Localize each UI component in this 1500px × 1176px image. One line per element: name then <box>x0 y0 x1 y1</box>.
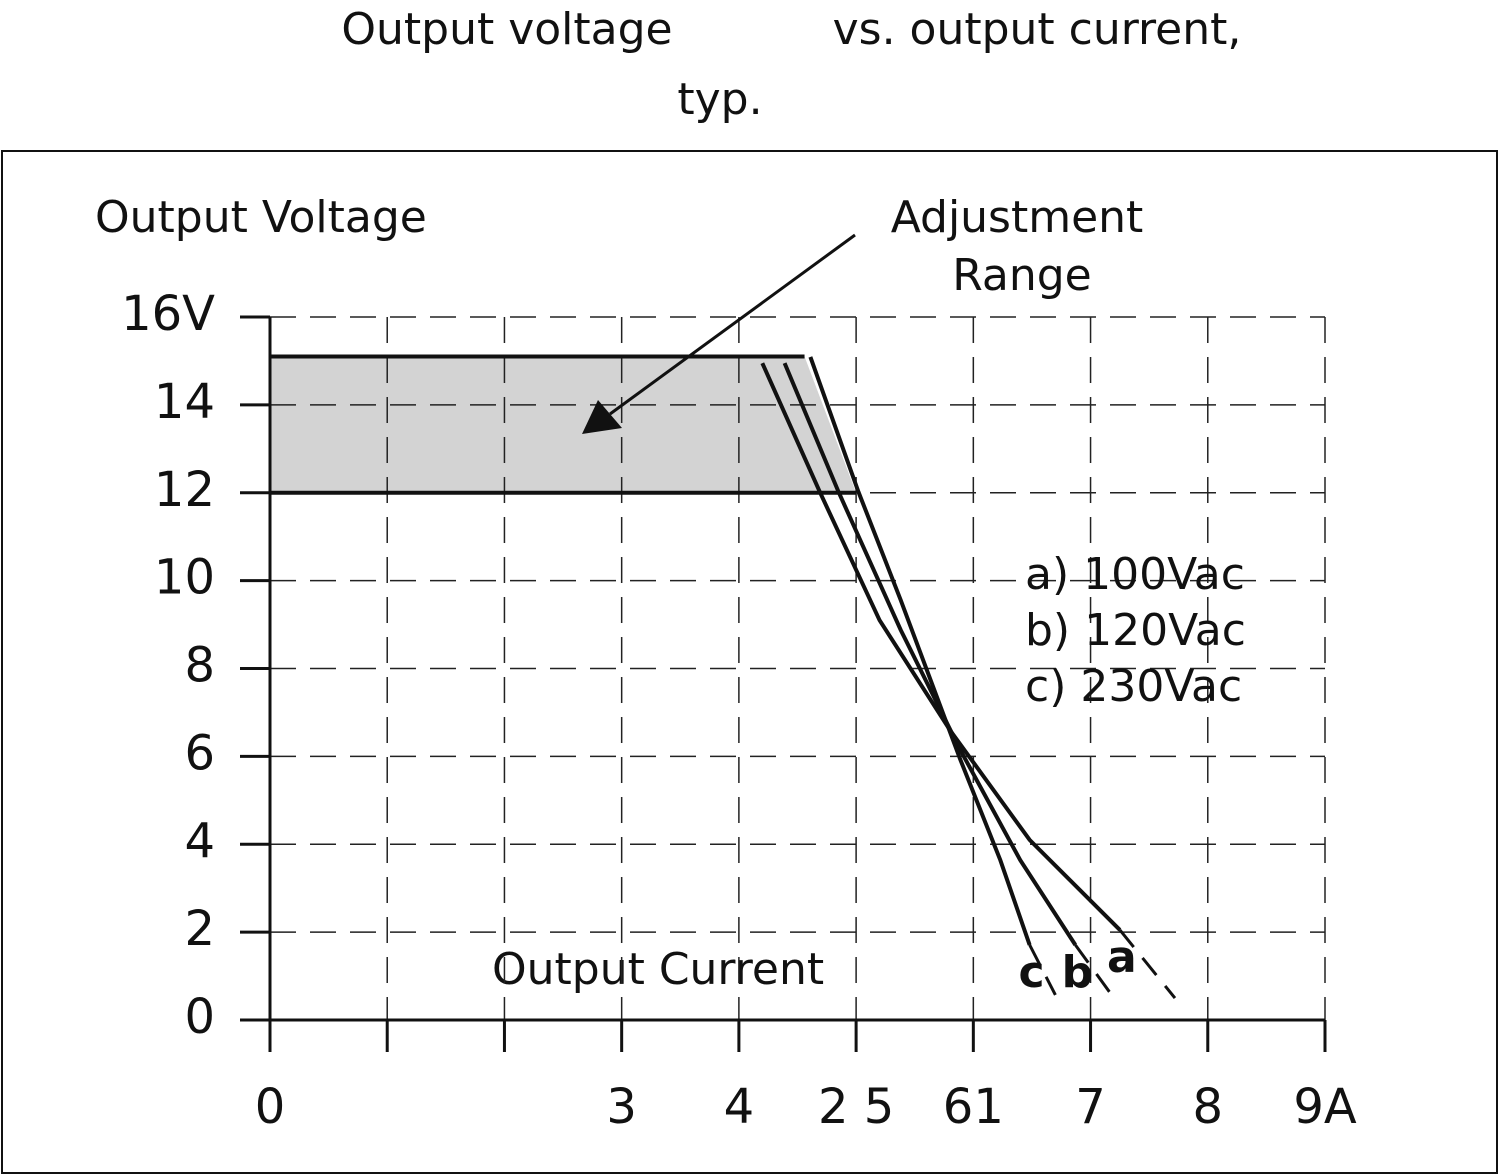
curve <box>782 362 1077 946</box>
x-tick-label: 4 <box>724 1079 755 1135</box>
annotation: Adjustment <box>891 192 1144 243</box>
y-axis-label: Output Voltage <box>95 192 427 243</box>
curve-tail <box>1028 944 1057 996</box>
curve <box>760 362 1122 932</box>
chart-title: typ. <box>677 74 762 125</box>
x-tick-label: 2 5 <box>818 1079 894 1135</box>
x-tick-label: 7 <box>1075 1079 1106 1135</box>
x-tick-label: 3 <box>606 1079 637 1135</box>
curve-label: b <box>1062 947 1094 998</box>
x-tick-label: 61 <box>943 1079 1004 1135</box>
legend-entry: a) 100Vac <box>1025 549 1245 600</box>
chart-title: vs. output current, <box>833 4 1242 55</box>
curve-label: c <box>1019 947 1045 998</box>
x-tick-label: 0 <box>255 1079 286 1135</box>
y-tick-label: 4 <box>184 813 215 869</box>
curve-tail <box>1118 928 1177 999</box>
y-tick-label: 0 <box>184 989 215 1045</box>
x-tick-label: 8 <box>1193 1079 1224 1135</box>
annotation: Range <box>952 250 1091 301</box>
curve-tail <box>1074 943 1117 1001</box>
x-tick-label: 9A <box>1293 1079 1357 1135</box>
curve-label: a <box>1107 932 1137 983</box>
y-tick-label: 14 <box>154 374 215 430</box>
y-tick-label: 2 <box>184 901 215 957</box>
legend-entry: c) 230Vac <box>1025 661 1242 712</box>
annotation-arrowhead <box>582 400 622 434</box>
y-tick-label: 10 <box>154 550 215 606</box>
curve <box>808 356 1032 946</box>
y-tick-label: 8 <box>184 638 215 694</box>
y-tick-label: 16V <box>121 286 215 342</box>
adjustment-range <box>270 356 857 493</box>
frame <box>1 150 1498 1174</box>
x-axis-label: Output Current <box>492 944 824 995</box>
y-tick-label: 12 <box>154 462 215 518</box>
annotation-arrow <box>609 233 856 416</box>
y-tick-label: 6 <box>184 725 215 781</box>
chart-title: Output voltage <box>341 4 672 55</box>
legend-entry: b) 120Vac <box>1025 605 1246 656</box>
